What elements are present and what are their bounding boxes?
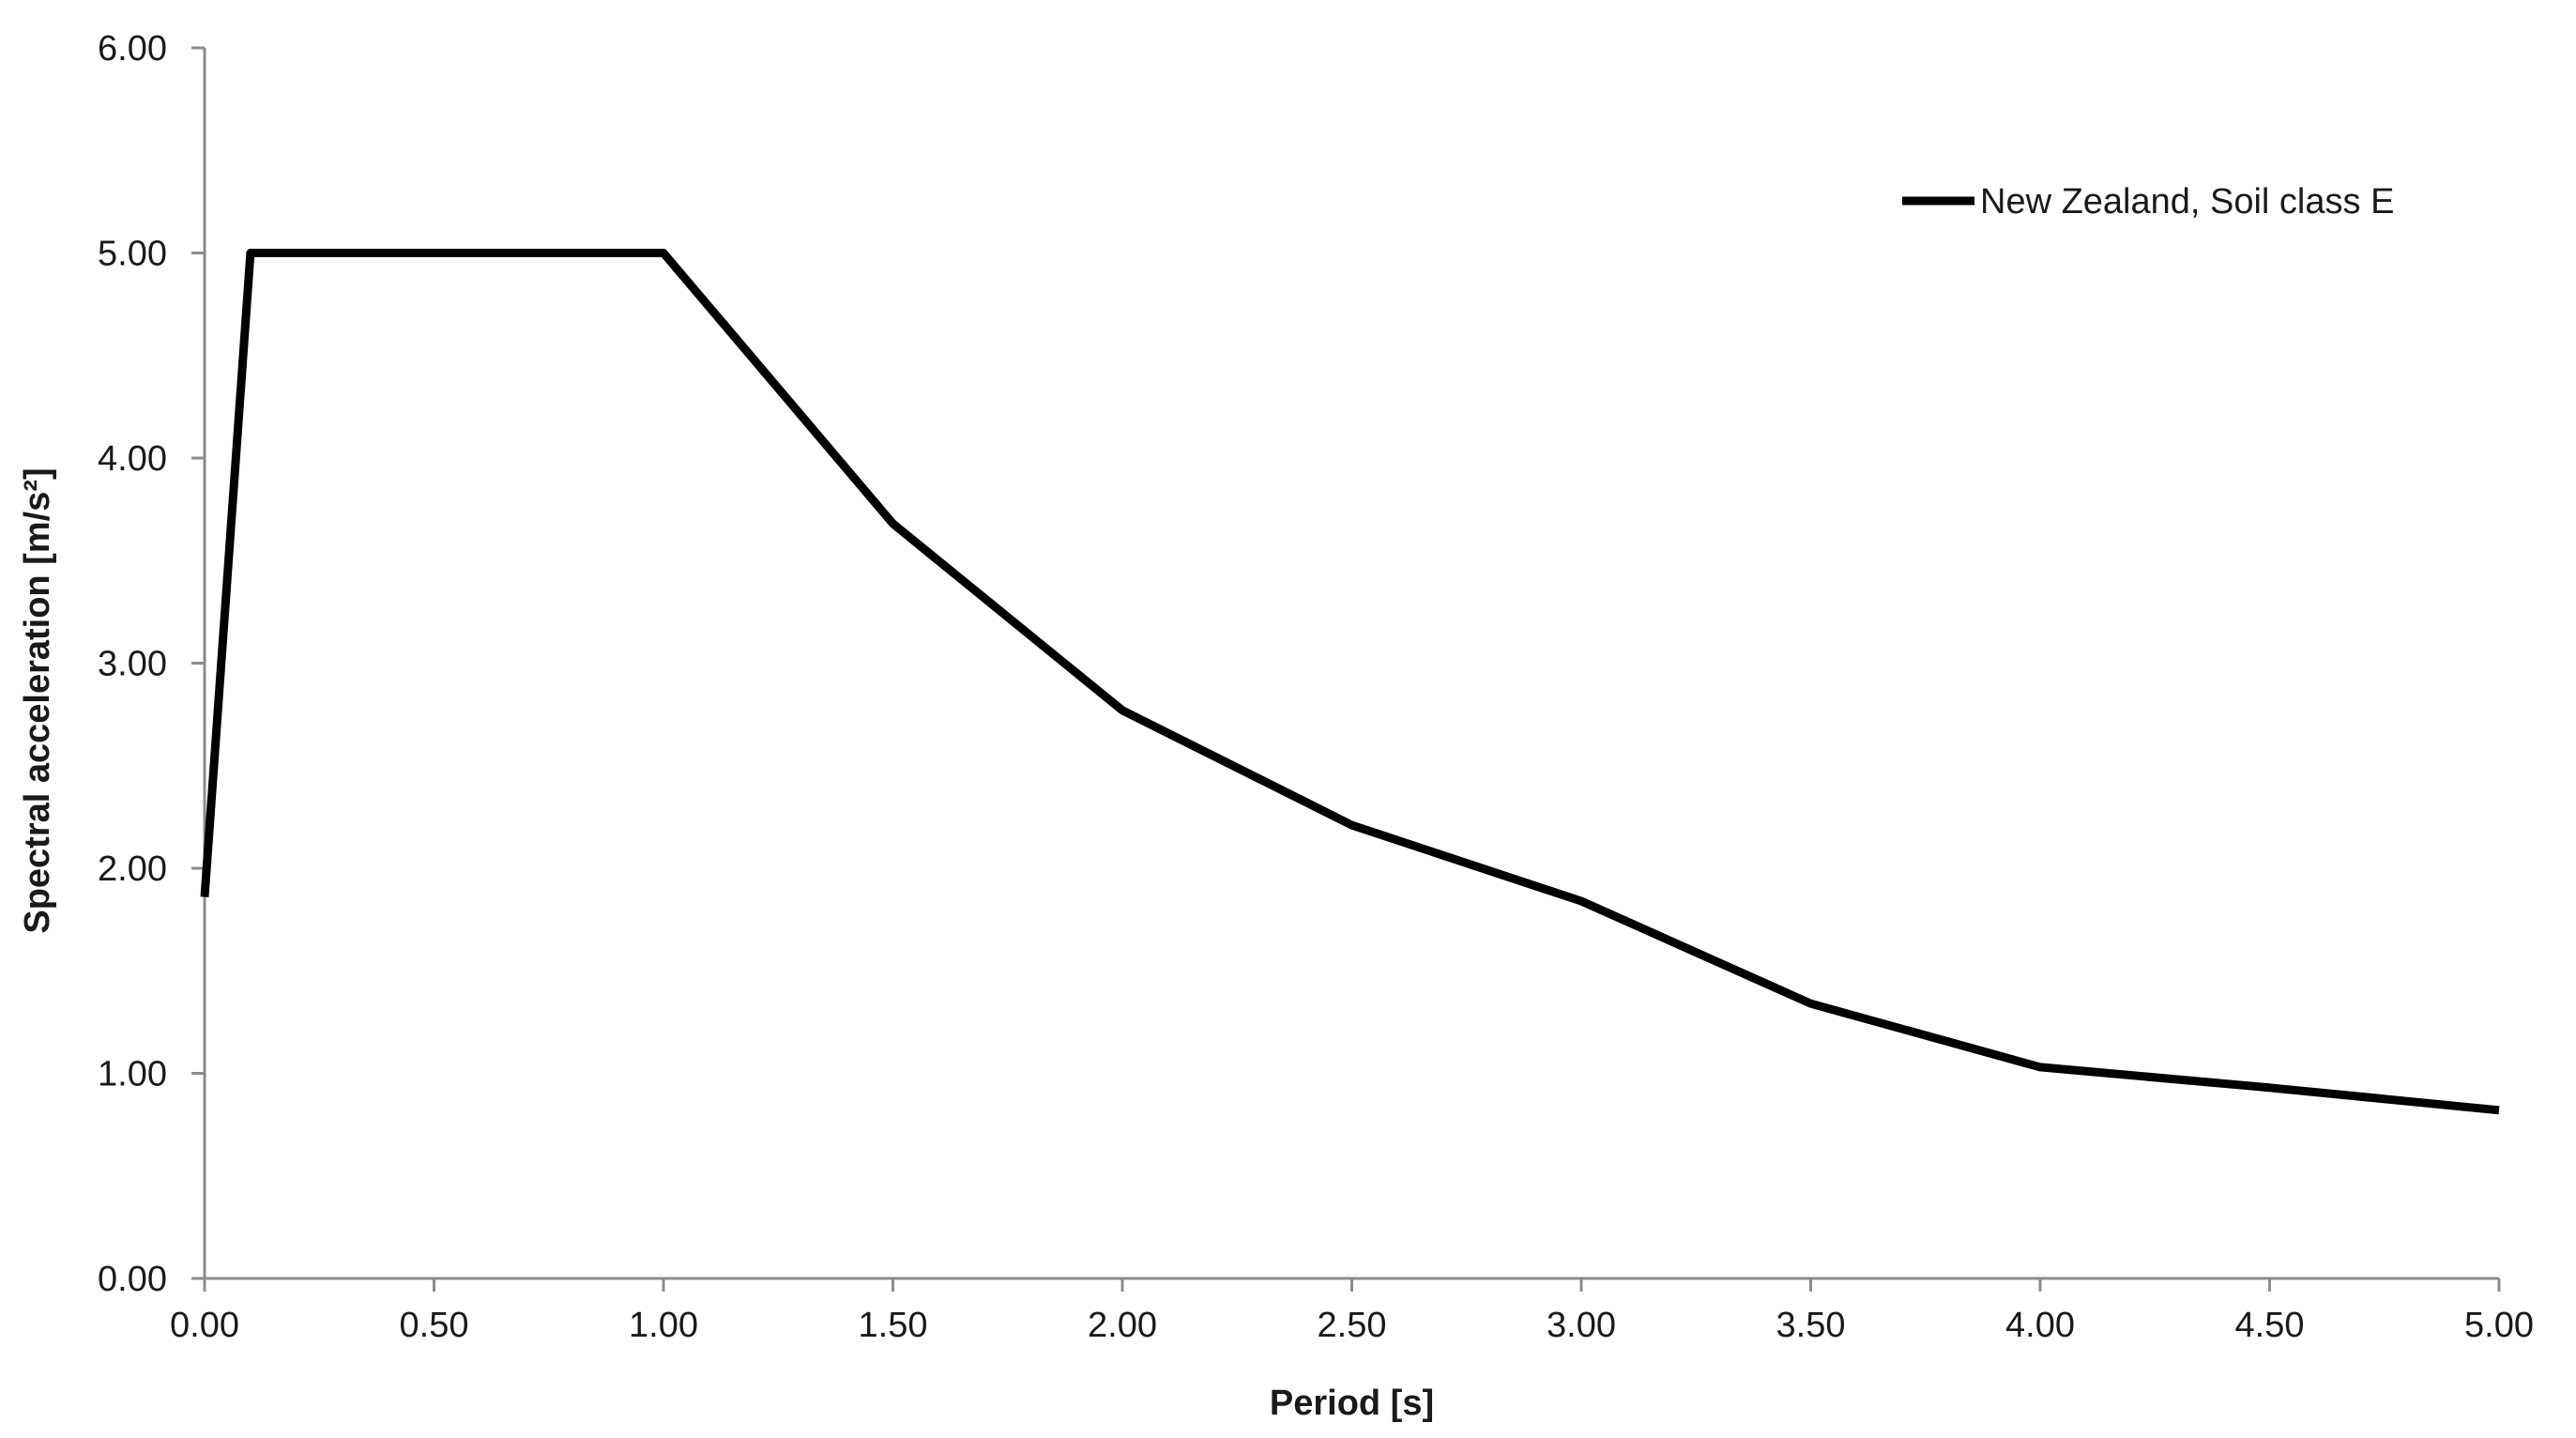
tick-labels: 0.00 1.00 2.00 3.00 4.00 5.00 6.00 0.00 0.50 1.00… [98,29,2534,1345]
x-tick-label: 3.00 [1547,1306,1616,1345]
y-tick-label: 3.00 [98,645,167,684]
legend: New Zealand, Soil class E [1902,182,2394,222]
x-tick-label: 0.00 [170,1306,239,1345]
x-tick-label: 0.50 [400,1306,469,1345]
y-tick-label: 2.00 [98,849,167,889]
y-tick-label: 6.00 [98,29,167,69]
series-layer [200,249,2500,1115]
x-tick-label: 5.00 [2464,1306,2534,1345]
x-tick-label: 1.50 [859,1306,928,1345]
y-tick-label: 1.00 [98,1055,167,1094]
y-axis-title: Spectral acceleration [m/s²] [18,467,57,933]
x-axis-title: Period [s] [1270,1384,1434,1423]
x-tick-label: 3.50 [1776,1306,1846,1345]
legend-label: New Zealand, Soil class E [1980,182,2394,222]
axes [191,46,2501,1292]
x-tick-label: 1.00 [629,1306,698,1345]
x-tick-label: 4.50 [2235,1306,2305,1345]
x-tick-label: 2.50 [1318,1306,1387,1345]
x-tick-label: 4.00 [2005,1306,2075,1345]
y-tick-label: 4.00 [98,439,167,479]
series-line [200,249,2500,1115]
y-tick-label: 5.00 [98,235,167,274]
y-tick-label: 0.00 [98,1260,167,1299]
x-tick-label: 2.00 [1088,1306,1157,1345]
